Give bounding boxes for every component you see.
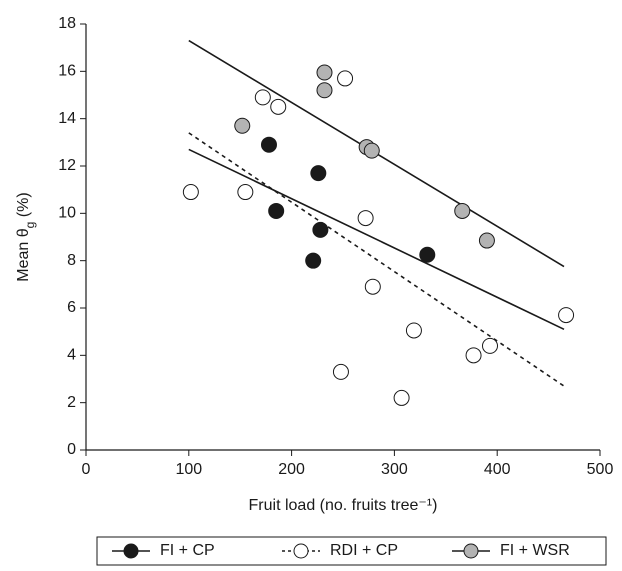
data-point (312, 221, 329, 238)
x-tick-label: 400 (484, 461, 511, 478)
data-point (316, 64, 333, 81)
data-point (405, 322, 422, 339)
data-point (482, 337, 499, 354)
data-point (419, 246, 436, 263)
data-point (393, 389, 410, 406)
x-tick-label: 500 (587, 461, 614, 478)
data-point (182, 184, 199, 201)
x-tick-label: 100 (175, 461, 202, 478)
y-tick-label: 18 (58, 15, 76, 32)
y-axis-label: Mean θg (%) (15, 192, 37, 281)
data-point (237, 184, 254, 201)
legend-marker (463, 543, 479, 559)
data-point (310, 165, 327, 182)
y-tick-label: 12 (58, 157, 76, 174)
data-point (234, 117, 251, 134)
y-label-sub: g (23, 222, 37, 229)
data-point (454, 202, 471, 219)
y-tick-label: 2 (67, 394, 76, 411)
data-point (337, 70, 354, 87)
data-point (364, 278, 381, 295)
y-tick-label: 10 (58, 205, 76, 222)
fit-line (188, 132, 565, 387)
data-point (332, 363, 349, 380)
y-tick-label: 0 (67, 441, 76, 458)
data-point (363, 142, 380, 159)
data-point (478, 232, 495, 249)
y-label-part: (%) (15, 192, 32, 221)
legend-marker (123, 543, 139, 559)
y-tick-label: 14 (58, 110, 76, 127)
x-tick-label: 300 (381, 461, 408, 478)
data-point (465, 347, 482, 364)
legend-label: FI + CP (160, 542, 215, 559)
data-point (357, 210, 374, 227)
data-point (268, 202, 285, 219)
data-point (305, 252, 322, 269)
data-point (260, 136, 277, 153)
x-tick-label: 0 (82, 461, 91, 478)
y-tick-label: 4 (67, 347, 76, 364)
data-point (558, 307, 575, 324)
y-label-part: Mean θ (15, 228, 32, 281)
legend-label: FI + WSR (500, 542, 570, 559)
x-tick-label: 200 (278, 461, 305, 478)
data-point (254, 89, 271, 106)
data-point (316, 82, 333, 99)
fit-line (188, 148, 565, 331)
x-axis-label: Fruit load (no. fruits tree⁻¹) (249, 497, 438, 514)
y-tick-label: 16 (58, 63, 76, 80)
legend-box (96, 536, 607, 566)
legend-label: RDI + CP (330, 542, 398, 559)
legend-marker (293, 543, 309, 559)
y-tick-label: 8 (67, 252, 76, 269)
data-point (270, 98, 287, 115)
y-tick-label: 6 (67, 299, 76, 316)
